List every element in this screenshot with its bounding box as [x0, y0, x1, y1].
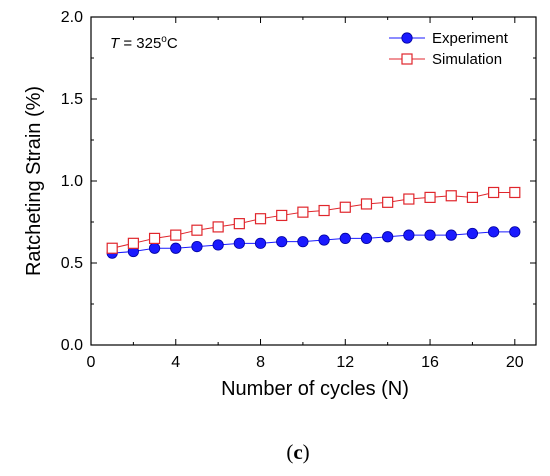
data-point-simulation [212, 221, 224, 233]
x-tick-label: 12 [336, 354, 354, 371]
data-point-simulation [488, 186, 500, 199]
y-tick-label: 0.5 [61, 255, 83, 272]
y-tick-label: 0.0 [61, 337, 83, 354]
data-point-experiment [445, 229, 457, 241]
axis-ticks [90, 16, 536, 346]
series-layer [106, 186, 521, 259]
data-point-simulation [339, 201, 351, 213]
x-tick-label: 16 [421, 354, 439, 371]
data-point-experiment [424, 229, 436, 241]
data-point-simulation [466, 191, 479, 203]
x-axis-title: Number of cycles (N) [221, 378, 409, 400]
data-point-experiment [360, 232, 373, 244]
x-tick-label: 0 [87, 354, 96, 371]
axis-tick-labels: 0 4 8 12 16 20 0.0 0.5 1.0 1.5 2.0 [61, 9, 524, 371]
data-point-experiment [212, 239, 224, 251]
data-point-experiment [488, 226, 500, 238]
data-point-simulation [127, 237, 139, 249]
data-point-experiment [403, 229, 415, 241]
data-point-simulation [382, 196, 394, 208]
data-point-simulation [360, 198, 373, 210]
data-point-simulation [509, 186, 521, 199]
data-point-experiment [339, 232, 351, 244]
data-point-simulation [191, 224, 203, 236]
data-point-experiment [233, 237, 245, 249]
data-point-simulation [297, 206, 309, 218]
data-point-experiment [509, 226, 521, 238]
data-point-simulation [254, 213, 267, 225]
legend-marker-simulation [401, 53, 413, 65]
legend-label-simulation: Simulation [432, 51, 502, 68]
figure-caption: (c) [286, 440, 309, 464]
data-point-simulation [148, 232, 161, 244]
data-point-experiment [318, 234, 330, 246]
x-tick-label: 20 [506, 354, 524, 371]
data-point-experiment [466, 227, 479, 240]
data-point-experiment [191, 241, 203, 253]
y-tick-label: 2.0 [61, 9, 83, 26]
data-point-experiment [382, 231, 394, 243]
data-point-simulation [424, 191, 436, 203]
legend: Experiment Simulation [389, 30, 509, 68]
legend-marker-experiment [401, 32, 413, 44]
data-point-simulation [318, 204, 330, 217]
temperature-annotation: T = 325oC [110, 34, 178, 52]
data-point-simulation [106, 242, 118, 254]
data-point-experiment [276, 236, 288, 248]
data-point-experiment [254, 237, 267, 249]
y-axis-title: Ratcheting Strain (%) [23, 86, 45, 276]
y-tick-label: 1.5 [61, 91, 83, 108]
data-point-experiment [297, 236, 309, 248]
x-tick-label: 4 [171, 354, 180, 371]
data-point-simulation [233, 218, 245, 230]
data-point-simulation [170, 229, 182, 241]
data-point-simulation [403, 193, 415, 205]
data-point-simulation [276, 209, 288, 222]
legend-label-experiment: Experiment [432, 30, 509, 47]
data-point-simulation [445, 190, 457, 202]
x-tick-label: 8 [256, 354, 265, 371]
y-tick-label: 1.0 [61, 173, 83, 190]
data-point-experiment [148, 242, 161, 254]
data-point-experiment [170, 242, 182, 254]
